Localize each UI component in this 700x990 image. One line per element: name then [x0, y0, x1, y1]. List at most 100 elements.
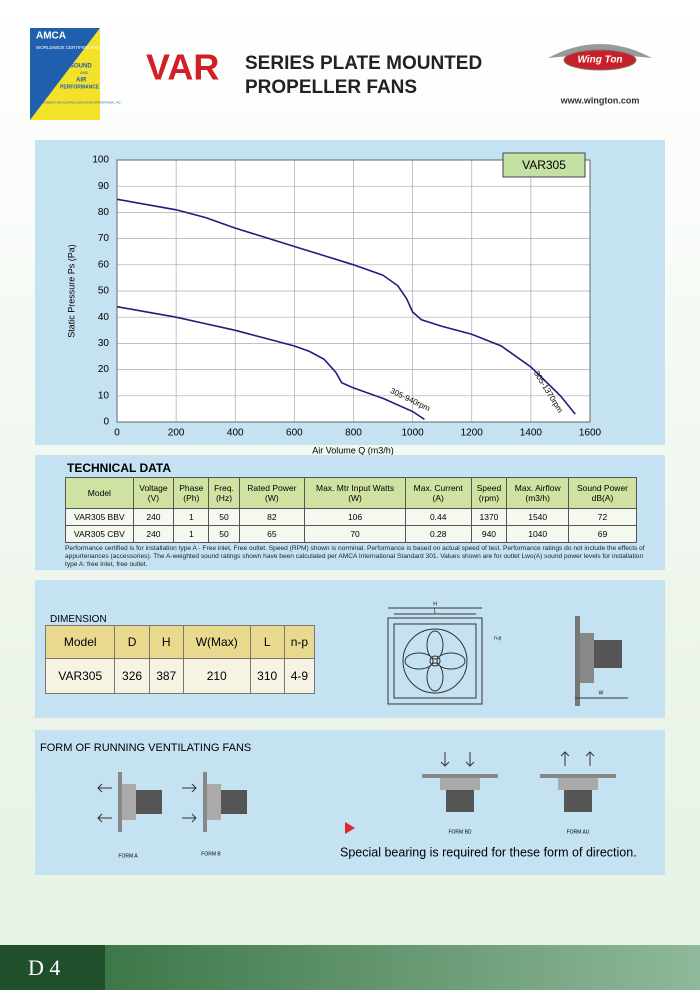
x-tick-label: 0 [114, 428, 120, 439]
drawing-label: H [433, 601, 437, 607]
row: VAR305 BBV 240 1 50 82 106 0.44 1370 1540 72 [65, 508, 638, 526]
blades [404, 630, 466, 692]
header-text: (Ph) [183, 493, 200, 503]
cell: 310 [249, 658, 285, 694]
cell: 240 [132, 525, 175, 543]
form-label: FORM AU [567, 829, 590, 835]
title: PROPELLER FANS [245, 77, 417, 98]
header-text: (Hz) [215, 493, 233, 503]
cell: 1370 [470, 508, 508, 526]
header-text: Max. Mtr Input Watts [316, 483, 395, 493]
cell: 50 [208, 508, 240, 526]
cell: 50 [208, 525, 240, 543]
drawing-label: W [599, 690, 604, 696]
cell: VAR305 BBV [65, 508, 134, 526]
header-cell: Voltage (V) [132, 477, 175, 509]
cell: 4-9 [283, 658, 316, 694]
header-cell: Model [44, 625, 116, 659]
cell: VAR305 [44, 658, 116, 694]
header-cell: L [249, 625, 285, 659]
x-tick-label: 600 [286, 428, 303, 439]
cell: 1 [173, 525, 210, 543]
header-cell: H [148, 625, 184, 659]
drawing-label: L [434, 608, 437, 614]
form-label: FORM A [118, 853, 138, 859]
x-tick-label: 1600 [579, 428, 602, 439]
cell: 72 [567, 508, 638, 526]
header-text: (m3/h) [525, 493, 550, 503]
header-text: dB(A) [591, 493, 614, 503]
y-tick-label: 90 [98, 181, 110, 192]
guard [580, 633, 594, 683]
x-tick-label: 1200 [461, 428, 484, 439]
brand: Wing Ton [577, 55, 622, 66]
header-text: Sound Power [576, 483, 629, 493]
logo-text: SOUND [70, 64, 92, 70]
header: AMCA WORLDWIDE CERTIFIED RATINGS SOUND A… [30, 28, 652, 120]
logo-text: AMCA [36, 31, 66, 42]
x-tick-label: 800 [345, 428, 362, 439]
title: SERIES PLATE MOUNTED [245, 53, 482, 74]
fan-icon [422, 774, 498, 812]
forms: FORM OF RUNNING VENTILATING FANS FORM A … [40, 742, 637, 859]
page-number: D 4 [0, 945, 105, 990]
header-text: (W) [265, 493, 279, 503]
header-cell: Phase (Ph) [173, 477, 210, 509]
x-tick-label: 1000 [402, 428, 425, 439]
header-text: (V) [147, 493, 160, 503]
x-tick-label: 200 [168, 428, 185, 439]
y-tick-label: 0 [103, 417, 109, 428]
logo-text: AIR [76, 78, 87, 84]
cell: 940 [470, 525, 508, 543]
y-tick-label: 70 [98, 233, 110, 244]
model-title: VAR [146, 47, 219, 88]
frame [387, 617, 483, 705]
fan-icon [203, 772, 247, 832]
header-text: Phase [179, 483, 204, 493]
header-cell: Speed (rpm) [470, 477, 508, 509]
header-text: Rated Power [247, 483, 297, 493]
x-tick-label: 400 [227, 428, 244, 439]
header-text: Max. Airflow [514, 483, 561, 493]
logo-text: AND [80, 70, 89, 75]
header-text: Max. Current [413, 483, 463, 493]
header-cell: Rated Power (W) [238, 477, 306, 509]
plate [575, 616, 580, 706]
header-text: (A) [432, 493, 444, 503]
logo-text: PERFORMANCE [60, 84, 100, 90]
tech-table: Model Voltage (V) Phase (Ph) Freq. (Hz) Rated P… [65, 477, 638, 543]
cell: VAR305 CBV [65, 525, 134, 543]
drawing-label: n-p [494, 635, 501, 641]
logo-yellow [30, 28, 100, 120]
cell: 0.44 [404, 508, 472, 526]
cell: 1040 [506, 525, 569, 543]
logo-text: WORLDWIDE CERTIFIED RATINGS [36, 45, 110, 50]
header-cell: Max. Mtr Input Watts (W) [304, 477, 406, 509]
cell: 326 [114, 658, 150, 694]
header-text: Model [87, 488, 111, 498]
header-text: Speed [476, 483, 502, 493]
cell: 82 [238, 508, 306, 526]
section-title: FORM OF RUNNING VENTILATING FANS [40, 742, 251, 754]
header-cell: Model [65, 477, 134, 509]
fan-icon [118, 772, 162, 832]
y-tick-label: 100 [92, 155, 109, 166]
header-text: (rpm) [478, 493, 500, 503]
header-text: (W) [348, 493, 362, 503]
plot-border [116, 159, 591, 423]
website: www.wington.com [560, 95, 640, 105]
y-tick-label: 60 [98, 259, 110, 270]
dimension-drawing: H L n-p W [387, 601, 628, 706]
line [116, 198, 576, 415]
cell: 387 [148, 658, 184, 694]
cell: 1540 [506, 508, 569, 526]
y-tick-label: 80 [98, 207, 110, 218]
cell: 210 [182, 658, 251, 694]
y-tick-label: 40 [98, 312, 110, 323]
cell: 1 [173, 508, 210, 526]
x-axis-label: Air Volume Q (m3/h) [312, 445, 394, 455]
